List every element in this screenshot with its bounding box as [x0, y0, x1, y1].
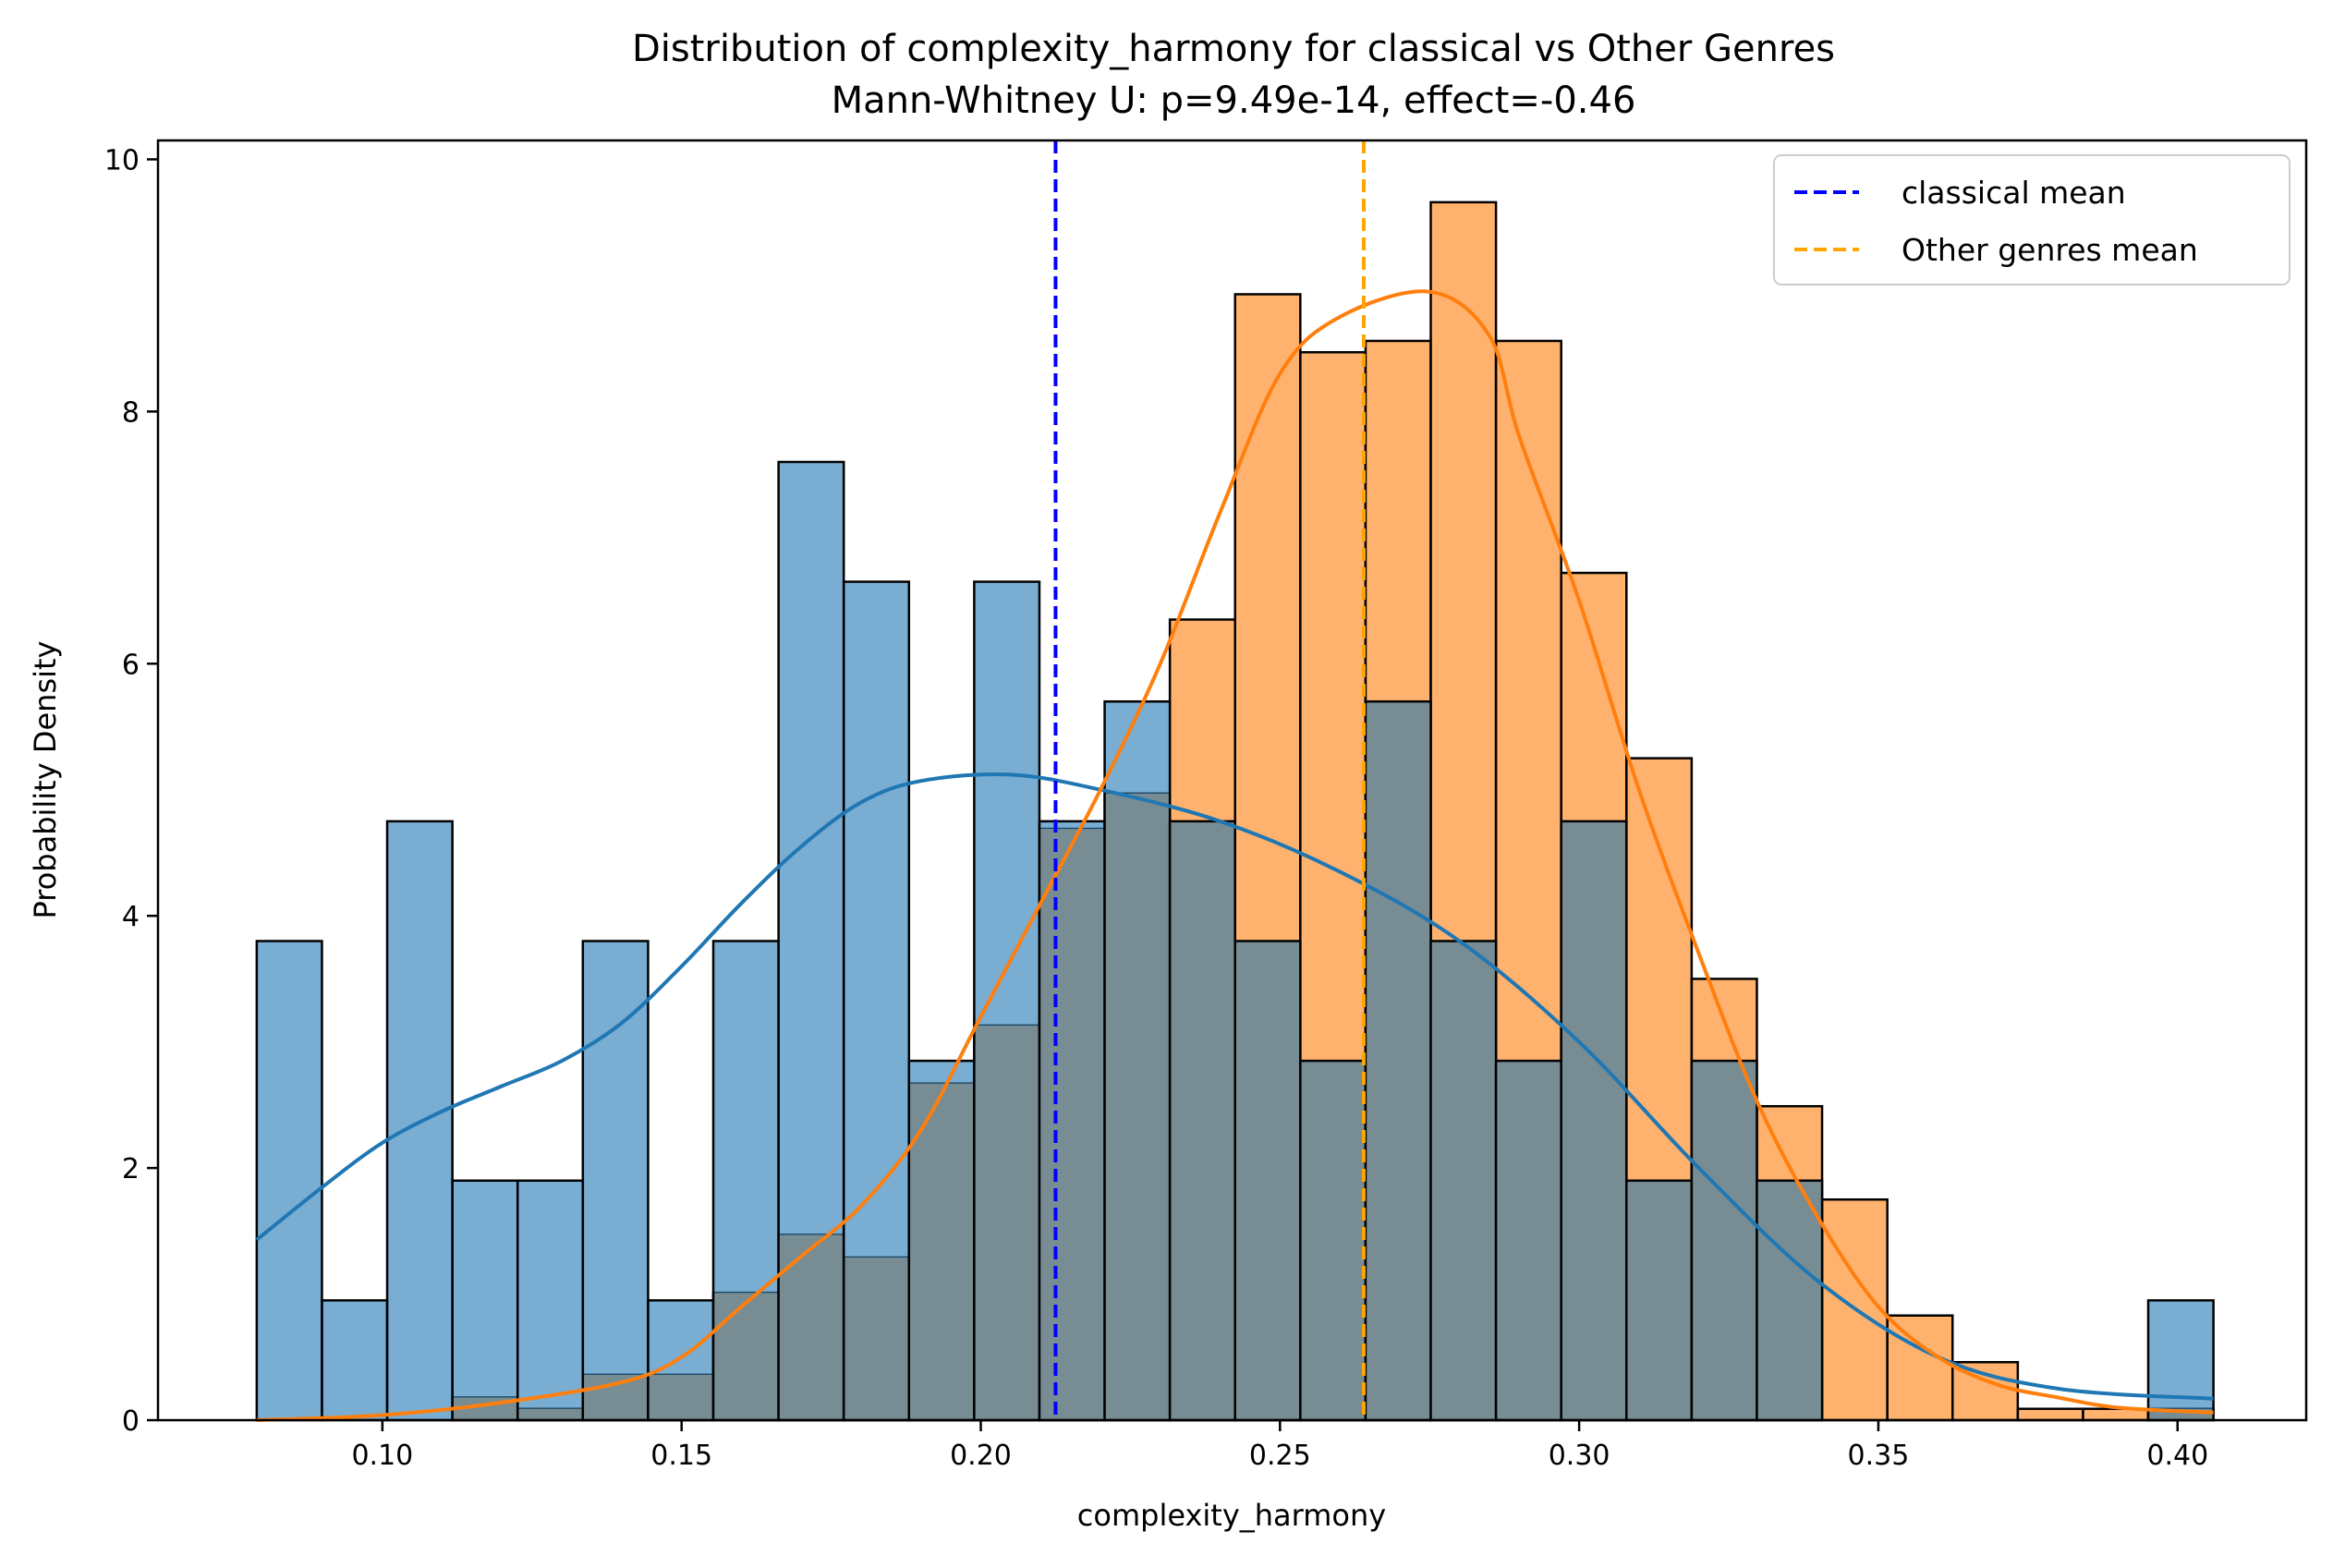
bar-other-genres — [2016, 1407, 2084, 1422]
bar-overlap-fill — [908, 1083, 975, 1420]
bar-classical-fill — [974, 581, 1039, 1026]
x-tick-label: 0.25 — [1249, 1440, 1311, 1472]
bar-overlap-fill — [1561, 820, 1627, 1420]
bar-classical-fill — [648, 1300, 714, 1375]
legend-label-other-genres-mean: Other genres mean — [1902, 232, 2198, 268]
x-tick-label: 0.15 — [650, 1440, 712, 1472]
bar-classical-fill — [517, 1180, 583, 1409]
x-tick-label: 0.20 — [950, 1440, 1012, 1472]
bar-overlap-fill — [1626, 1180, 1692, 1420]
bar-overlap-fill — [844, 1257, 909, 1420]
kde-layer — [255, 289, 2214, 1422]
x-tick-label: 0.10 — [351, 1440, 413, 1472]
bar-overlap-fill — [1691, 1061, 1757, 1420]
bar-overlap-fill — [1234, 941, 1301, 1420]
bar-overlap-fill — [1300, 1061, 1366, 1420]
bar-classical-fill — [582, 941, 649, 1375]
bar-overlap-fill — [1430, 941, 1497, 1420]
bar-classical-fill — [908, 1061, 975, 1084]
bar-overlap-fill — [1170, 820, 1235, 1420]
y-tick-label: 2 — [122, 1153, 140, 1185]
chart-subtitle: Mann-Whitney U: p=9.49e-14, effect=-0.46 — [832, 79, 1636, 122]
chart-title: Distribution of complexity_harmony for c… — [632, 28, 1835, 70]
x-tick-label: 0.40 — [2146, 1440, 2208, 1472]
y-tick-label: 10 — [104, 144, 140, 176]
bar-overlap-fill — [648, 1374, 714, 1420]
bar-overlap-fill — [1104, 793, 1171, 1420]
bar-classical-fill — [322, 1300, 388, 1420]
y-tick-label: 8 — [122, 396, 140, 429]
bar-overlap-fill — [1365, 701, 1431, 1420]
y-tick-label: 4 — [122, 901, 140, 933]
bar-classical-fill — [844, 581, 909, 1258]
bar-overlap-fill — [1039, 829, 1105, 1420]
bar-overlap-fill — [517, 1408, 583, 1420]
legend: classical mean Other genres mean — [1773, 154, 2290, 286]
y-ticks: 0 2 4 6 8 10 — [104, 144, 158, 1438]
legend-label-classical-mean: classical mean — [1902, 175, 2126, 211]
x-axis-label: complexity_harmony — [1077, 1498, 1386, 1533]
bar-overlap-fill — [713, 1293, 779, 1420]
bar-overlap-fill — [582, 1374, 649, 1420]
plot-frame — [156, 139, 2308, 1422]
legend-box — [1773, 154, 2290, 286]
kde-line-classical — [255, 772, 2214, 1401]
y-tick-label: 0 — [122, 1405, 140, 1438]
bar-overlap-fill — [1496, 1061, 1561, 1420]
bar-overlap-fill — [974, 1025, 1039, 1420]
bar-classical-fill — [2148, 1300, 2214, 1409]
bars-layer — [255, 201, 2215, 1422]
bar-classical-fill — [778, 461, 844, 1235]
bar-classical-fill — [256, 941, 322, 1420]
bar-overlap-fill — [778, 1234, 844, 1420]
y-tick-label: 6 — [122, 649, 140, 681]
x-tick-label: 0.35 — [1848, 1440, 1910, 1472]
bar-classical-fill — [713, 941, 779, 1294]
bar-overlap-fill — [1756, 1180, 1823, 1420]
x-ticks: 0.10 0.15 0.20 0.25 0.30 0.35 0.40 — [351, 1420, 2208, 1472]
bar-other-genres — [1886, 1314, 1954, 1422]
bar-classical-fill — [452, 1180, 518, 1398]
x-tick-label: 0.30 — [1549, 1440, 1610, 1472]
kde-line-other — [256, 289, 2214, 1422]
y-axis-label: Probability Density — [28, 641, 63, 919]
bar-classical-fill — [1039, 820, 1105, 830]
